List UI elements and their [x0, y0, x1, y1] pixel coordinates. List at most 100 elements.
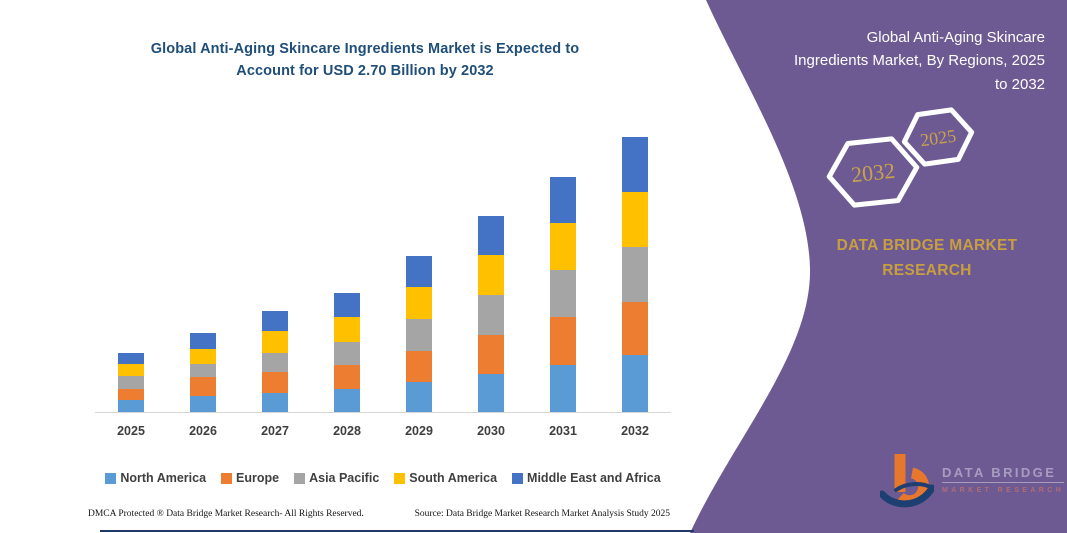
- hexagon-2025: 2025: [901, 107, 975, 167]
- dbmr-logo-text: DATA BRIDGE MARKET RESEARCH: [942, 465, 1065, 494]
- footer: DMCA Protected ® Data Bridge Market Rese…: [88, 509, 670, 519]
- bar-segment: [334, 365, 360, 389]
- bar-segment: [406, 286, 432, 320]
- bar-segment: [190, 364, 216, 378]
- bar-segment: [262, 372, 288, 393]
- bar-segment: [622, 301, 648, 355]
- hexagon-2025-label: 2025: [919, 126, 957, 151]
- legend-label: Asia Pacific: [309, 471, 380, 485]
- bar-segment: [478, 374, 504, 412]
- bar-slot-2026: [167, 128, 239, 412]
- x-axis-line: [95, 412, 671, 413]
- legend-label: Europe: [236, 471, 280, 485]
- dbmr-logo-line2: MARKET RESEARCH: [942, 486, 1065, 494]
- bar-slot-2029: [383, 128, 455, 412]
- footer-dmca-text: DMCA Protected ® Data Bridge Market Rese…: [88, 509, 364, 519]
- bottom-divider-line: [100, 530, 694, 532]
- legend-swatch: [394, 472, 406, 484]
- bar-segment: [334, 292, 360, 317]
- legend-swatch: [221, 472, 233, 484]
- bar-segment: [190, 395, 216, 412]
- bar-segment: [262, 352, 288, 373]
- panel-heading: Global Anti-Aging Skincare Ingredients M…: [794, 29, 1045, 93]
- dbmr-logo-line1: DATA BRIDGE: [942, 465, 1065, 483]
- legend-swatch: [512, 472, 524, 484]
- bar-segment: [550, 223, 576, 271]
- bar-segment: [478, 334, 504, 375]
- x-axis-label: 2029: [405, 424, 433, 438]
- x-axis-label: 2032: [621, 424, 649, 438]
- bar-segment: [262, 311, 288, 332]
- bar-slot-2030: [455, 128, 527, 412]
- stacked-bar-2032: [622, 136, 648, 412]
- bar-segment: [118, 388, 144, 400]
- bar-segment: [118, 364, 144, 377]
- x-axis-label: 2031: [549, 424, 577, 438]
- bar-segment: [190, 377, 216, 396]
- stacked-bar-2030: [478, 216, 504, 412]
- bar-segment: [262, 331, 288, 353]
- bar-segment: [622, 191, 648, 247]
- x-axis-labels: 2025 2026 2027 2028 2029 2030 2031 2032: [95, 424, 671, 438]
- stacked-bar-2029: [406, 256, 432, 412]
- hexagon-2032: 2032: [826, 136, 920, 208]
- bar-segment: [622, 246, 648, 302]
- legend-swatch: [294, 472, 306, 484]
- x-axis-label: 2026: [189, 424, 217, 438]
- legend-swatch: [105, 472, 117, 484]
- bar-slot-2031: [527, 128, 599, 412]
- bar-segment: [190, 333, 216, 349]
- stacked-bar-2031: [550, 176, 576, 412]
- dbmr-logo-icon: [880, 454, 934, 508]
- bar-segment: [406, 256, 432, 287]
- forecast-hexagons: 2032 2025: [826, 107, 975, 208]
- bar-segment: [550, 317, 576, 366]
- bar-segment: [190, 348, 216, 365]
- bar-segment: [406, 382, 432, 412]
- bar-segment: [118, 399, 144, 412]
- hexagon-2032-label: 2032: [850, 158, 896, 187]
- legend-label: South America: [409, 471, 498, 485]
- bar-segment: [550, 176, 576, 224]
- chart-legend: North America Europe Asia Pacific South Ame…: [75, 471, 691, 485]
- bar-segment: [550, 365, 576, 412]
- stacked-bar-2025: [118, 353, 144, 412]
- brand-wordmark: DATA BRIDGE MARKET RESEARCH: [836, 237, 1018, 279]
- x-axis-label: 2027: [261, 424, 289, 438]
- x-axis-label: 2030: [477, 424, 505, 438]
- legend-item: Asia Pacific: [294, 471, 379, 485]
- bar-segment: [622, 354, 648, 412]
- bar-segment: [478, 294, 504, 335]
- stacked-bar-plot: [95, 128, 671, 412]
- stacked-bar-2028: [334, 292, 360, 412]
- bar-segment: [334, 341, 360, 365]
- x-axis-label: 2025: [117, 424, 145, 438]
- bar-slot-2027: [239, 128, 311, 412]
- chart-title: Global Anti-Aging Skincare Ingredients M…: [150, 41, 580, 80]
- bar-segment: [406, 350, 432, 383]
- stacked-bar-2026: [190, 333, 216, 412]
- legend-item: North America: [105, 471, 206, 485]
- bar-segment: [262, 392, 288, 412]
- bar-segment: [406, 319, 432, 351]
- bar-slot-2025: [95, 128, 167, 412]
- legend-item: Middle East and Africa: [512, 471, 661, 485]
- footer-source-text: Source: Data Bridge Market Research Mark…: [414, 509, 670, 519]
- stacked-bar-2027: [262, 311, 288, 412]
- legend-label: Middle East and Africa: [527, 471, 661, 485]
- bar-segment: [550, 270, 576, 318]
- legend-label: North America: [120, 471, 207, 485]
- legend-item: Europe: [221, 471, 279, 485]
- bar-segment: [118, 353, 144, 365]
- bar-segment: [334, 388, 360, 412]
- bar-segment: [478, 254, 504, 295]
- legend-item: South America: [394, 471, 497, 485]
- bar-segment: [334, 317, 360, 342]
- bar-slot-2028: [311, 128, 383, 412]
- bar-segment: [478, 216, 504, 255]
- bar-segment: [622, 136, 648, 192]
- bar-segment: [118, 376, 144, 389]
- bar-slot-2032: [599, 128, 671, 412]
- dbmr-logo: DATA BRIDGE MARKET RESEARCH: [880, 450, 1065, 508]
